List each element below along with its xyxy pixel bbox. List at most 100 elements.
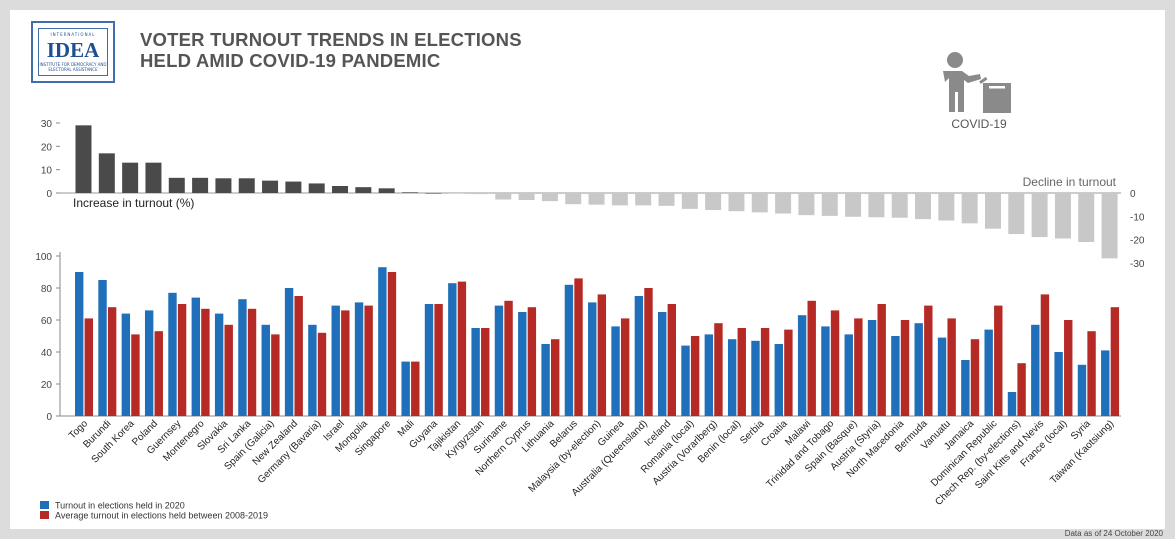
turnout-2020-bar (541, 344, 550, 416)
turnout-2020-bar (727, 339, 737, 416)
page-title: VOTER TURNOUT TRENDS IN ELECTIONS HELD A… (140, 29, 522, 71)
change-bar (332, 186, 349, 193)
change-bar (681, 193, 698, 209)
change-bar (98, 153, 115, 193)
turnout-tick-label: 100 (35, 252, 52, 263)
turnout-2020-bar (1007, 392, 1017, 416)
turnout-average-bar (317, 332, 327, 416)
turnout-2020-bar (634, 296, 644, 416)
change-bar (262, 180, 279, 193)
turnout-average-bar (597, 294, 607, 416)
turnout-average-bar (481, 328, 490, 416)
turnout-average-bar (947, 318, 956, 416)
turnout-average-bar (387, 272, 397, 416)
logo-main-text: IDEA (46, 38, 100, 62)
turnout-2020-bar (844, 334, 853, 416)
turnout-2020-bar (378, 267, 387, 416)
change-bar (401, 192, 418, 193)
change-tick-label-right: -10 (1130, 212, 1145, 223)
turnout-2020-bar (121, 313, 131, 416)
turnout-average-bar (714, 323, 723, 416)
turnout-2020-bar (774, 344, 783, 416)
change-bar (122, 162, 139, 193)
logo-top-text: INTERNATIONAL (50, 32, 96, 37)
title-line-2: HELD AMID COVID-19 PANDEMIC (140, 50, 441, 71)
turnout-2020-bar (284, 288, 294, 416)
change-bar (1078, 193, 1095, 242)
change-bar (425, 193, 442, 194)
change-bar (471, 193, 488, 195)
decline-label: Decline in turnout (1023, 175, 1117, 189)
turnout-2020-bar (891, 336, 900, 416)
turnout-2020-bar (751, 340, 760, 416)
turnout-average-bar (131, 334, 140, 416)
turnout-2020-bar (331, 305, 340, 416)
turnout-2020-bar (658, 312, 667, 416)
change-bar (448, 193, 465, 194)
change-bar (868, 193, 885, 218)
change-tick-label-right: -30 (1130, 259, 1145, 270)
change-bar (984, 193, 1001, 229)
change-bar (891, 193, 908, 218)
change-bar (1054, 193, 1071, 239)
change-tick-label-right: -20 (1130, 236, 1145, 247)
turnout-2020-bar (471, 328, 480, 416)
change-bar (611, 193, 628, 206)
change-bar (308, 183, 325, 193)
change-tick-label-right: 0 (1130, 189, 1136, 200)
idea-logo: INTERNATIONAL IDEA INSTITUTE FOR DEMOCRA… (31, 21, 115, 83)
turnout-2020-bar (448, 283, 457, 416)
change-bar (821, 193, 838, 216)
turnout-average-bar (994, 305, 1003, 416)
turnout-2020-bar (1031, 324, 1040, 416)
turnout-2020-bar (611, 326, 620, 416)
turnout-2020-bar (354, 302, 364, 416)
change-bar (1101, 193, 1118, 259)
change-bar (238, 178, 255, 193)
turnout-average-bar (1040, 294, 1050, 416)
country-label: Croatia (759, 418, 790, 449)
turnout-average-bar (667, 304, 676, 416)
turnout-2020-bar (424, 304, 434, 416)
turnout-average-bar (830, 310, 840, 416)
covid-label: COVID-19 (951, 117, 1007, 131)
turnout-average-bar (970, 339, 980, 416)
turnout-2020-bar (191, 297, 200, 416)
turnout-2020-bar (588, 302, 597, 416)
turnout-average-bar (224, 324, 233, 416)
change-bar (751, 193, 768, 213)
change-bar (495, 193, 512, 200)
turnout-average-bar (364, 305, 373, 416)
turnout-average-bar (784, 329, 793, 416)
turnout-average-bar (690, 336, 700, 416)
turnout-average-bar (154, 331, 163, 416)
turnout-average-bar (271, 334, 280, 416)
change-bars (75, 125, 1118, 259)
turnout-2020-bar (308, 324, 317, 416)
change-bar (775, 193, 792, 214)
change-bar (1031, 193, 1048, 238)
turnout-tick-label: 0 (46, 412, 52, 423)
change-bar (355, 187, 372, 193)
legend-swatch-average (40, 511, 49, 519)
turnout-2020-bar (168, 292, 177, 416)
change-bar (518, 193, 535, 200)
title-line-1: VOTER TURNOUT TRENDS IN ELECTIONS (140, 29, 522, 50)
turnout-average-bar (551, 339, 560, 416)
turnout-2020-bar (704, 334, 714, 416)
turnout-average-bar (504, 300, 513, 416)
turnout-2020-bar (797, 315, 807, 416)
turnout-2020-bar (494, 305, 504, 416)
turnout-2020-bar (238, 299, 247, 416)
turnout-average-bar (574, 278, 583, 416)
turnout-average-bar (1017, 363, 1026, 416)
change-bar (915, 193, 932, 220)
data-date-note: Data as of 24 October 2020 (1064, 529, 1163, 538)
turnout-average-bar (644, 288, 653, 416)
legend: Turnout in elections held in 2020 Averag… (40, 501, 268, 521)
turnout-average-bar (201, 308, 210, 416)
turnout-average-bar (737, 328, 746, 416)
turnout-average-bar (1064, 320, 1073, 416)
turnout-tick-label: 40 (41, 348, 53, 359)
change-bar (378, 188, 395, 193)
